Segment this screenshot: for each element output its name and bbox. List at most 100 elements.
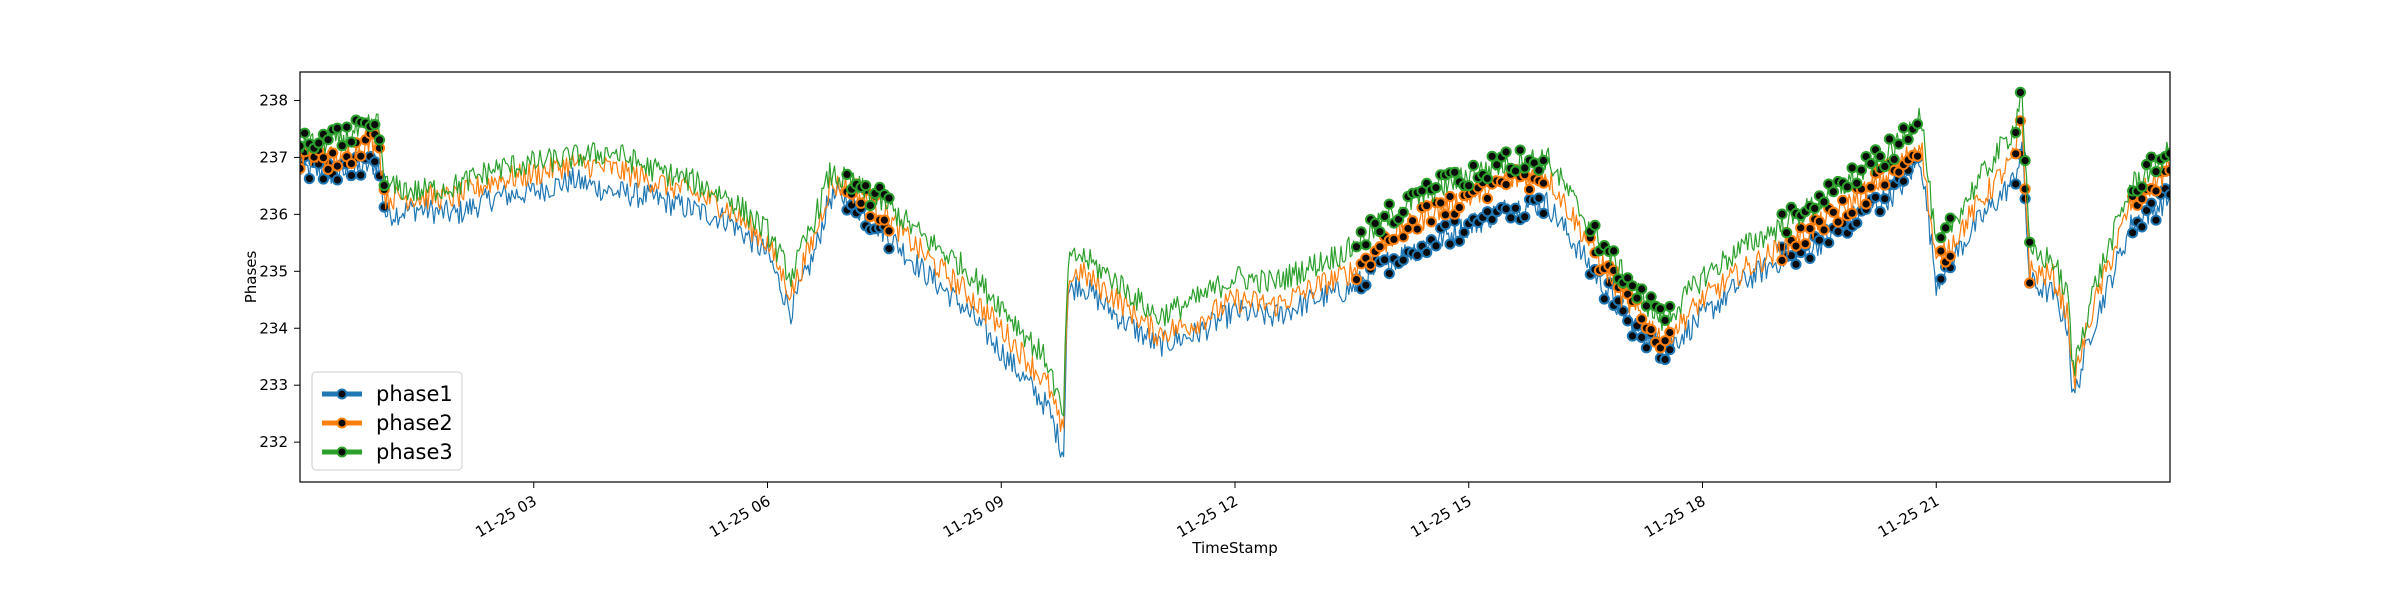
data-point-phase2 [1537,177,1550,189]
data-point-phase2 [878,214,891,226]
data-point-phase1 [1785,250,1797,262]
data-point-phase3 [1883,133,1896,145]
data-point-phase3 [369,119,381,131]
data-point-phase2 [1846,207,1858,219]
data-point-phase3 [1537,154,1550,167]
data-point-phase3 [2014,86,2027,99]
data-point-phase3 [1902,133,1914,146]
data-point-phase3 [1533,164,1545,176]
data-point-phase3 [1645,291,1657,303]
data-point-phase1 [1659,353,1671,366]
data-point-phase2 [1397,231,1409,243]
data-point-phase1 [1935,273,1947,285]
data-point-phase2 [1453,201,1466,214]
data-point-phase3 [1888,153,1900,165]
data-point-phase2 [1481,192,1494,205]
data-point-phase2 [1659,335,1671,347]
data-point-phase2 [1944,250,1956,262]
data-point-phase3 [341,121,353,133]
data-point-phase1 [1439,219,1452,231]
data-point-phase1 [1486,213,1498,226]
data-point-phase1 [1636,331,1648,343]
data-point-phase2 [1827,206,1840,218]
data-point-phase2 [1435,197,1447,209]
data-point-phase2 [1837,194,1849,206]
data-point-phase2 [345,158,357,170]
data-point-phase3 [1500,146,1512,158]
data-point-phase1 [1804,252,1816,264]
data-point-phase1 [1622,315,1634,327]
y-tick-label: 235 [259,262,288,280]
data-point-phase2 [1636,313,1648,325]
data-point-phase2 [855,197,867,209]
data-point-phase1 [1509,202,1522,214]
data-point-phase3 [1379,210,1391,222]
data-point-phase3 [1383,198,1395,210]
data-point-phase3 [331,122,343,134]
data-point-phase3 [2024,236,2036,248]
data-point-phase3 [1659,314,1671,326]
data-point-phase2 [317,152,329,164]
data-point-phase3 [1664,300,1676,313]
data-point-phase1 [1519,211,1531,223]
data-point-phase1 [1664,344,1676,356]
data-point-phase2 [1365,259,1377,271]
data-point-phase2 [2019,183,2031,195]
y-tick-label: 232 [259,433,288,451]
data-point-phase3 [1350,241,1363,253]
data-point-phase1 [331,174,343,186]
data-point-phase3 [1809,202,1821,214]
data-point-phase1 [345,169,357,182]
data-point-phase2 [1523,183,1536,196]
data-point-phase3 [322,134,334,146]
data-point-phase3 [1940,222,1952,234]
data-point-phase2 [300,162,306,175]
data-point-phase1 [1458,226,1470,238]
data-point-phase2 [1790,240,1802,252]
data-point-phase3 [1608,245,1620,257]
data-point-phase1 [355,169,367,181]
data-point-phase3 [1636,283,1648,295]
data-point-phase1 [1640,342,1653,354]
data-point-phase3 [1893,138,1905,150]
data-point-phase3 [1944,212,1956,224]
data-point-phase1 [1411,249,1423,261]
data-point-phase2 [331,160,343,172]
data-point-phase3 [2136,181,2148,193]
data-point-phase3 [1818,196,1830,208]
data-point-phase3 [336,140,348,152]
data-point-phase2 [1645,324,1657,336]
y-tick-label: 237 [259,148,288,166]
series-line-phase2 [300,120,2170,433]
data-point-phase3 [373,134,386,146]
legend-label-phase1: phase1 [376,382,453,406]
data-point-phase3 [1622,272,1634,284]
data-point-phase2 [1664,326,1676,339]
data-point-phase3 [1397,206,1409,218]
data-point-phase3 [883,192,895,204]
legend-marker-phase2 [336,417,348,429]
data-point-phase3 [300,127,311,139]
data-point-phase2 [1350,274,1363,286]
x-axis-title: TimeStamp [1191,539,1277,557]
data-point-phase2 [1879,179,1891,191]
data-point-phase1 [1505,212,1517,224]
data-point-phase1 [1383,268,1395,280]
data-point-phase3 [1874,150,1886,163]
data-point-phase3 [860,180,872,192]
data-point-phase1 [1790,258,1802,270]
data-point-phase2 [1860,198,1872,210]
data-point-phase2 [2150,185,2162,197]
data-point-phase1 [2150,214,2162,226]
data-point-phase3 [1509,165,1522,177]
plot-area [300,86,2170,458]
data-point-phase2 [1911,150,1924,162]
data-point-phase3 [1430,182,1442,194]
data-point-phase3 [1626,280,1639,292]
data-point-phase3 [841,168,853,180]
data-point-phase1 [2145,197,2157,209]
data-point-phase1 [1813,234,1826,246]
data-point-phase1 [317,173,329,185]
data-point-phase3 [1514,144,1526,156]
